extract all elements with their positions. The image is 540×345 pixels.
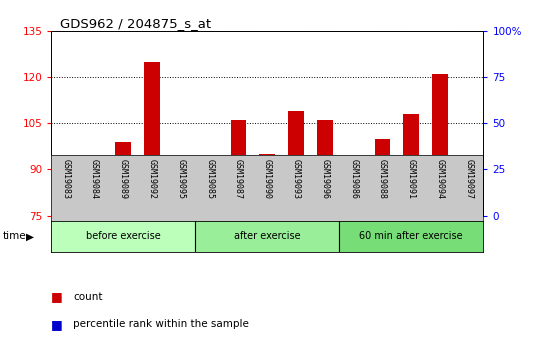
Text: GSM19094: GSM19094 [436, 158, 444, 198]
Text: GSM19091: GSM19091 [407, 158, 416, 198]
Bar [116, 142, 131, 216]
Text: GSM19092: GSM19092 [147, 158, 157, 198]
Text: GSM19087: GSM19087 [234, 158, 243, 198]
Text: time: time [3, 231, 26, 241]
Text: GDS962 / 204875_s_at: GDS962 / 204875_s_at [60, 17, 211, 30]
Bar [173, 163, 189, 216]
Text: GSM19093: GSM19093 [292, 158, 301, 198]
Bar [202, 166, 218, 216]
Bar [259, 154, 275, 216]
Text: count: count [73, 292, 103, 302]
Bar [51, 221, 195, 252]
Bar [375, 139, 390, 216]
Text: GSM19090: GSM19090 [263, 158, 272, 198]
Text: GSM19085: GSM19085 [205, 158, 214, 198]
Bar [195, 221, 339, 252]
Text: ■: ■ [51, 290, 63, 303]
Text: percentile rank within the sample: percentile rank within the sample [73, 319, 249, 329]
Bar [231, 120, 246, 216]
Text: GSM19097: GSM19097 [464, 158, 474, 198]
Bar [346, 194, 362, 216]
Text: GSM19088: GSM19088 [378, 158, 387, 198]
Text: before exercise: before exercise [86, 231, 161, 241]
Text: ■: ■ [51, 318, 63, 331]
Bar [339, 221, 483, 252]
Bar [86, 191, 103, 216]
Text: 60 min after exercise: 60 min after exercise [360, 231, 463, 241]
Text: GSM19084: GSM19084 [90, 158, 99, 198]
Bar [403, 114, 419, 216]
Bar [461, 191, 477, 216]
Text: after exercise: after exercise [234, 231, 301, 241]
Bar [432, 74, 448, 216]
Bar [144, 62, 160, 216]
Text: GSM19083: GSM19083 [61, 158, 70, 198]
Text: GSM19089: GSM19089 [119, 158, 128, 198]
Text: ▶: ▶ [26, 231, 34, 241]
Text: GSM19096: GSM19096 [320, 158, 329, 198]
Bar [58, 166, 73, 216]
Bar [288, 111, 304, 216]
Text: GSM19086: GSM19086 [349, 158, 358, 198]
Text: GSM19095: GSM19095 [177, 158, 185, 198]
Bar [317, 120, 333, 216]
